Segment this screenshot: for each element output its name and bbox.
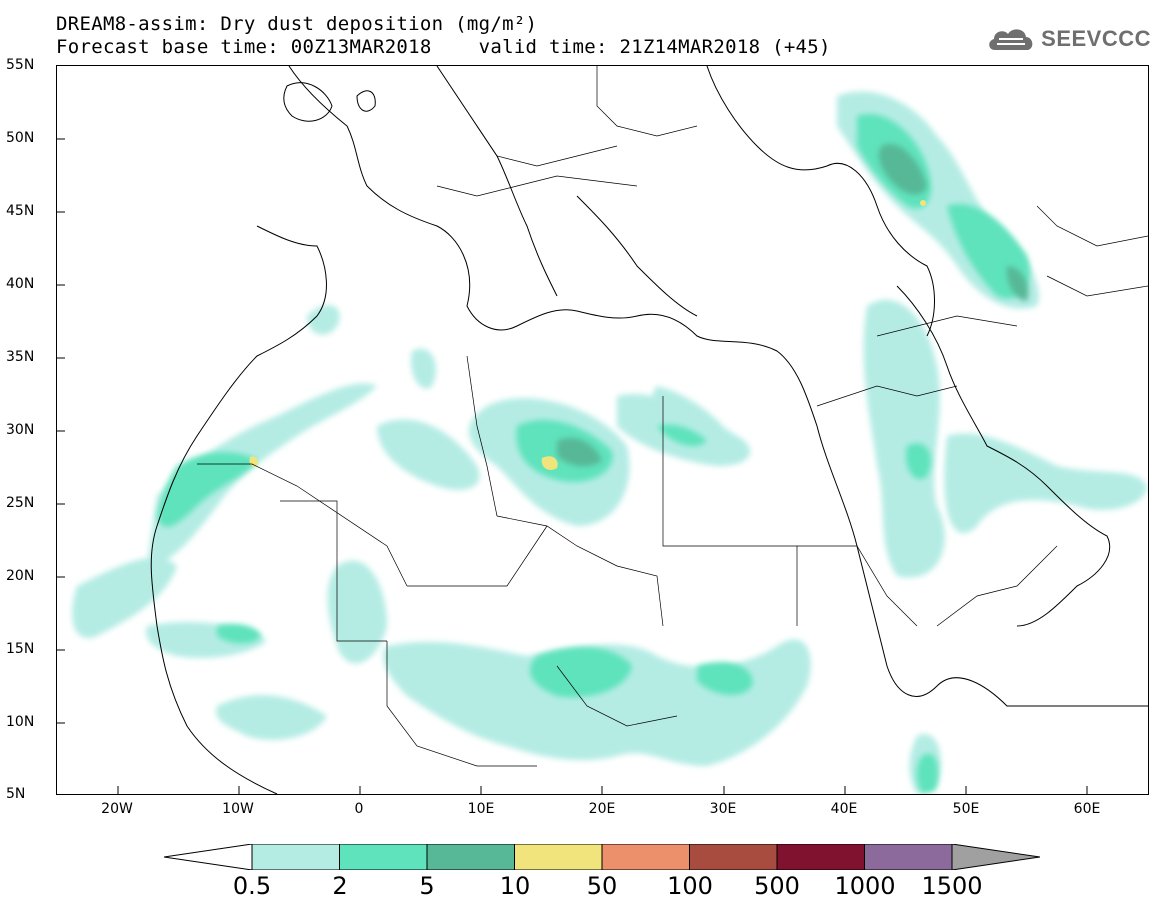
lon-label: 50E xyxy=(952,801,980,817)
lat-label: 45N xyxy=(6,203,35,219)
country-borders xyxy=(197,66,1148,767)
colorbar-label: 1000 xyxy=(834,872,896,900)
lat-label: 35N xyxy=(6,349,35,365)
colorbar-under-arrow xyxy=(164,844,253,870)
colorbar-box xyxy=(864,844,953,870)
colorbar-label: 1500 xyxy=(921,872,983,900)
coastlines xyxy=(150,66,1148,794)
lon-label: 10E xyxy=(467,801,495,817)
lat-label: 55N xyxy=(6,57,35,73)
map-title: DREAM8-assim: Dry dust deposition (mg/m²… xyxy=(56,13,538,35)
lon-label: 30E xyxy=(709,801,737,817)
colorbar-label: 100 xyxy=(667,872,713,900)
colorbar-box xyxy=(514,844,603,870)
colorbar-box xyxy=(689,844,778,870)
colorbar-box xyxy=(601,844,690,870)
lon-label: 40E xyxy=(830,801,858,817)
colorbar-box xyxy=(426,844,515,870)
lat-label: 15N xyxy=(6,641,35,657)
cloud-icon xyxy=(989,29,1033,50)
dust-field-dark xyxy=(557,144,1029,467)
map-area xyxy=(56,65,1149,795)
colorbar-box xyxy=(339,844,428,870)
colorbar xyxy=(164,844,1040,870)
colorbar-box xyxy=(776,844,865,870)
lat-label: 10N xyxy=(6,714,35,730)
lon-label: 60E xyxy=(1073,801,1101,817)
lon-label: 0 xyxy=(354,801,364,817)
colorbar-label: 5 xyxy=(419,872,435,900)
lon-label: 20W xyxy=(101,801,133,817)
colorbar-label: 10 xyxy=(499,872,531,900)
lat-label: 20N xyxy=(6,568,35,584)
lat-label: 50N xyxy=(6,130,35,146)
axis-ticks xyxy=(57,138,1088,794)
lon-label: 10W xyxy=(222,801,254,817)
colorbar-label: 50 xyxy=(586,872,618,900)
seevccc-logo: SEEVCCC xyxy=(985,22,1151,56)
colorbar-box xyxy=(251,844,340,870)
lat-label: 30N xyxy=(6,422,35,438)
colorbar-over-arrow xyxy=(951,844,1040,870)
colorbar-label: 0.5 xyxy=(232,872,272,900)
lon-label: 20E xyxy=(588,801,616,817)
lat-label: 5N xyxy=(6,786,26,802)
lat-label: 25N xyxy=(6,495,35,511)
lat-label: 40N xyxy=(6,276,35,292)
colorbar-label: 500 xyxy=(754,872,800,900)
colorbar-label: 2 xyxy=(332,872,348,900)
logo-text: SEEVCCC xyxy=(1041,26,1151,51)
map-subtitle: Forecast base time: 00Z13MAR2018 valid t… xyxy=(56,36,831,58)
